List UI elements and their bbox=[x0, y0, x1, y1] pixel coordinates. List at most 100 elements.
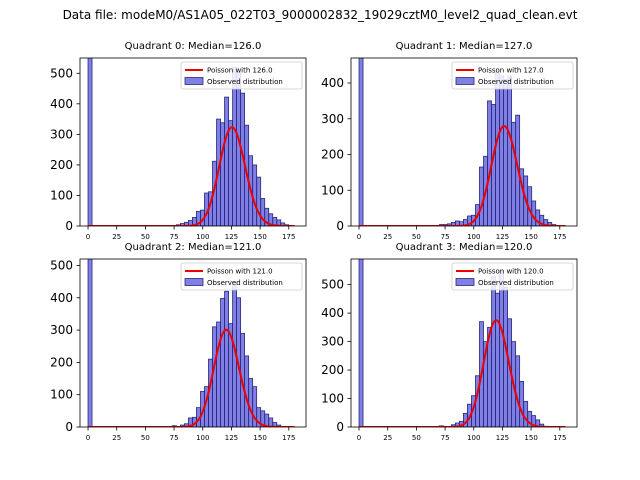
quadrant-2-title: Quadrant 2: Median=121.0 bbox=[125, 242, 262, 253]
quadrant-0-axes-frame bbox=[79, 57, 307, 227]
x-tick-label: 175 bbox=[282, 233, 295, 241]
quadrant-1-title: Quadrant 1: Median=127.0 bbox=[396, 41, 533, 52]
histogram-bar bbox=[212, 326, 217, 427]
y-tick-label: 100 bbox=[321, 392, 344, 406]
x-tick-label: 25 bbox=[112, 434, 121, 442]
histogram-bar bbox=[248, 378, 254, 427]
x-tick-label: 75 bbox=[170, 233, 179, 241]
poisson-curve bbox=[359, 319, 566, 427]
x-tick-label: 100 bbox=[467, 233, 480, 241]
histogram-bar bbox=[515, 355, 521, 427]
legend-observed-label: Observed distribution bbox=[207, 279, 283, 287]
quadrant-1-axes-frame bbox=[350, 57, 578, 227]
x-tick-label: 0 bbox=[86, 434, 90, 442]
x-tick-label: 175 bbox=[553, 233, 566, 241]
y-tick-label: 200 bbox=[321, 148, 344, 162]
legend-observed-swatch bbox=[184, 278, 204, 286]
x-tick-label: 100 bbox=[467, 434, 480, 442]
histogram-bar bbox=[495, 71, 500, 226]
y-tick-label: 300 bbox=[50, 323, 73, 337]
y-tick-label: 500 bbox=[50, 66, 73, 80]
legend-observed-label: Observed distribution bbox=[478, 78, 554, 86]
y-tick-label: 100 bbox=[50, 388, 73, 402]
quadrant-3-chart: Quadrant 3: Median=120.0 0 25 50 75 100 125 150… bbox=[321, 242, 578, 442]
histogram-bar bbox=[499, 75, 504, 226]
y-tick-label: 0 bbox=[336, 420, 344, 434]
poisson-curve bbox=[88, 328, 295, 427]
histogram-bar bbox=[216, 321, 221, 427]
quadrant-0-chart: Quadrant 0: Median=126.0 0 25 50 75 100 125 150… bbox=[50, 41, 307, 241]
legend-observed-swatch bbox=[184, 77, 204, 85]
histogram-bar bbox=[479, 166, 484, 226]
quadrant-2-axes-frame bbox=[79, 258, 307, 428]
histogram-bar bbox=[499, 269, 504, 427]
legend-box bbox=[180, 61, 303, 90]
x-tick-label: 50 bbox=[141, 233, 150, 241]
histogram-bar bbox=[232, 66, 237, 226]
legend-observed-label: Observed distribution bbox=[478, 279, 554, 287]
y-tick-label: 400 bbox=[50, 97, 73, 111]
x-tick-label: 50 bbox=[412, 434, 421, 442]
histogram-bar bbox=[511, 121, 517, 226]
quadrant-2-chart: Quadrant 2: Median=121.0 0 25 50 75 100 125 150… bbox=[50, 242, 307, 442]
histogram-bar bbox=[358, 259, 364, 427]
quadrant-1-chart: Quadrant 1: Median=127.0 0 25 50 75 100 125 150… bbox=[321, 41, 578, 241]
histogram-bar bbox=[224, 290, 229, 427]
histogram-bar bbox=[256, 176, 262, 226]
quadrant-3-title: Quadrant 3: Median=120.0 bbox=[396, 242, 533, 253]
x-tick-label: 25 bbox=[112, 233, 121, 241]
y-tick-label: 300 bbox=[50, 127, 73, 141]
x-tick-label: 150 bbox=[524, 434, 537, 442]
y-tick-label: 400 bbox=[321, 76, 344, 90]
x-tick-label: 125 bbox=[225, 233, 238, 241]
x-tick-label: 150 bbox=[253, 233, 266, 241]
y-tick-label: 300 bbox=[321, 112, 344, 126]
histogram-bar bbox=[252, 386, 258, 427]
y-tick-label: 100 bbox=[321, 183, 344, 197]
histogram-bar bbox=[523, 400, 529, 427]
histogram-bar bbox=[220, 122, 225, 226]
y-tick-label: 400 bbox=[321, 306, 344, 320]
legend-box bbox=[180, 262, 303, 291]
histogram-bar bbox=[503, 79, 508, 226]
histogram-bar bbox=[224, 96, 229, 226]
x-tick-label: 25 bbox=[383, 233, 392, 241]
histogram-bar bbox=[507, 75, 513, 226]
y-tick-label: 100 bbox=[50, 188, 73, 202]
histogram-bar bbox=[236, 71, 242, 226]
legend-poisson-label: Poisson with 121.0 bbox=[207, 268, 273, 276]
x-tick-label: 150 bbox=[253, 434, 266, 442]
x-tick-label: 125 bbox=[225, 434, 238, 442]
x-tick-label: 50 bbox=[412, 233, 421, 241]
x-tick-label: 0 bbox=[357, 434, 361, 442]
legend-poisson-label: Poisson with 127.0 bbox=[478, 67, 544, 75]
quadrant-0-title: Quadrant 0: Median=126.0 bbox=[125, 41, 262, 52]
x-tick-label: 25 bbox=[383, 434, 392, 442]
x-tick-label: 100 bbox=[196, 233, 209, 241]
legend-observed-swatch bbox=[455, 77, 475, 85]
histogram-bar bbox=[252, 164, 258, 226]
quadrant-3-axes-frame bbox=[350, 258, 578, 428]
y-tick-label: 0 bbox=[65, 219, 73, 233]
y-tick-label: 500 bbox=[321, 278, 344, 292]
y-tick-label: 200 bbox=[321, 363, 344, 377]
x-tick-label: 75 bbox=[441, 434, 450, 442]
figure-suptitle: Data file: modeM0/AS1A05_022T03_90000028… bbox=[62, 8, 578, 22]
histogram-bar bbox=[87, 58, 93, 226]
x-tick-label: 125 bbox=[496, 233, 509, 241]
x-tick-label: 150 bbox=[524, 233, 537, 241]
histogram-bar bbox=[519, 381, 525, 427]
x-tick-label: 125 bbox=[496, 434, 509, 442]
x-tick-label: 175 bbox=[282, 434, 295, 442]
histogram-bar bbox=[491, 275, 496, 427]
x-tick-label: 75 bbox=[441, 233, 450, 241]
legend-box bbox=[451, 61, 574, 90]
y-tick-label: 0 bbox=[65, 420, 73, 434]
x-tick-label: 50 bbox=[141, 434, 150, 442]
histogram-bar bbox=[87, 259, 93, 427]
histogram-bar bbox=[228, 120, 233, 226]
legend-observed-swatch bbox=[455, 278, 475, 286]
legend-box bbox=[451, 262, 574, 291]
y-tick-label: 300 bbox=[321, 335, 344, 349]
y-tick-label: 400 bbox=[50, 291, 73, 305]
